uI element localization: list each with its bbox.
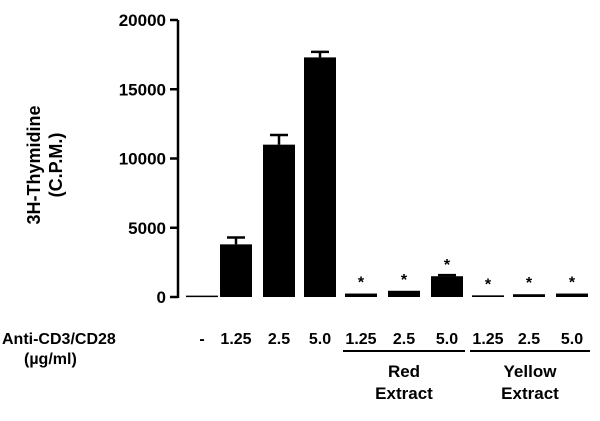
x-tick-label: - — [199, 331, 204, 348]
y-tick-label: 5000 — [128, 219, 166, 238]
y-axis-title: 3H-Thymidine (C.P.M.) — [24, 105, 66, 224]
x-tick-label: 1.25 — [220, 331, 251, 348]
bar — [431, 276, 463, 297]
x-tick-label: 2.5 — [268, 331, 290, 348]
bar — [186, 295, 218, 298]
y-axis: 0 5000 10000 15000 20000 — [119, 11, 180, 307]
group-label-line1: Yellow — [504, 362, 558, 381]
x-tick-label: 1.25 — [472, 331, 503, 348]
significance-marker: * — [569, 275, 576, 292]
row-label-line2: (µg/ml) — [24, 351, 77, 368]
bar — [220, 244, 252, 297]
row-label: Anti-CD3/CD28 (µg/ml) — [2, 331, 116, 368]
bar — [304, 57, 336, 297]
y-tick-label: 15000 — [119, 80, 166, 99]
significance-marker: * — [485, 276, 492, 293]
y-axis-title-line1: 3H-Thymidine — [24, 105, 44, 224]
y-tick-label: 0 — [157, 288, 166, 307]
y-axis-title-line2: (C.P.M.) — [46, 133, 66, 198]
x-axis-labels: -1.25 2.5 5.0 1.25 2.5 5.0 1.25 2.5 5.0 — [199, 331, 583, 348]
y-tick-label: 20000 — [119, 11, 166, 30]
significance-marker: * — [358, 275, 365, 292]
group-label-line2: Extract — [501, 384, 559, 403]
bar — [388, 290, 420, 297]
x-tick-label: 5.0 — [309, 331, 331, 348]
y-tick-label: 10000 — [119, 150, 166, 169]
x-tick-label: 1.25 — [345, 331, 376, 348]
bar — [472, 295, 504, 297]
group-label-line1: Red — [388, 362, 420, 381]
bar — [513, 294, 545, 297]
x-tick-label: 2.5 — [393, 331, 415, 348]
group-label-line2: Extract — [375, 384, 433, 403]
row-label-line1: Anti-CD3/CD28 — [2, 331, 116, 348]
bar — [556, 293, 588, 297]
group-brackets: Red Extract Yellow Extract — [343, 350, 590, 403]
bar — [345, 293, 377, 297]
bar — [263, 144, 295, 297]
x-tick-label: 5.0 — [436, 331, 458, 348]
bars: * * * * * * — [186, 50, 588, 298]
x-tick-label: 5.0 — [561, 331, 583, 348]
x-tick-label: 2.5 — [518, 331, 540, 348]
significance-marker: * — [444, 257, 451, 274]
significance-marker: * — [401, 272, 408, 289]
significance-marker: * — [526, 275, 533, 292]
